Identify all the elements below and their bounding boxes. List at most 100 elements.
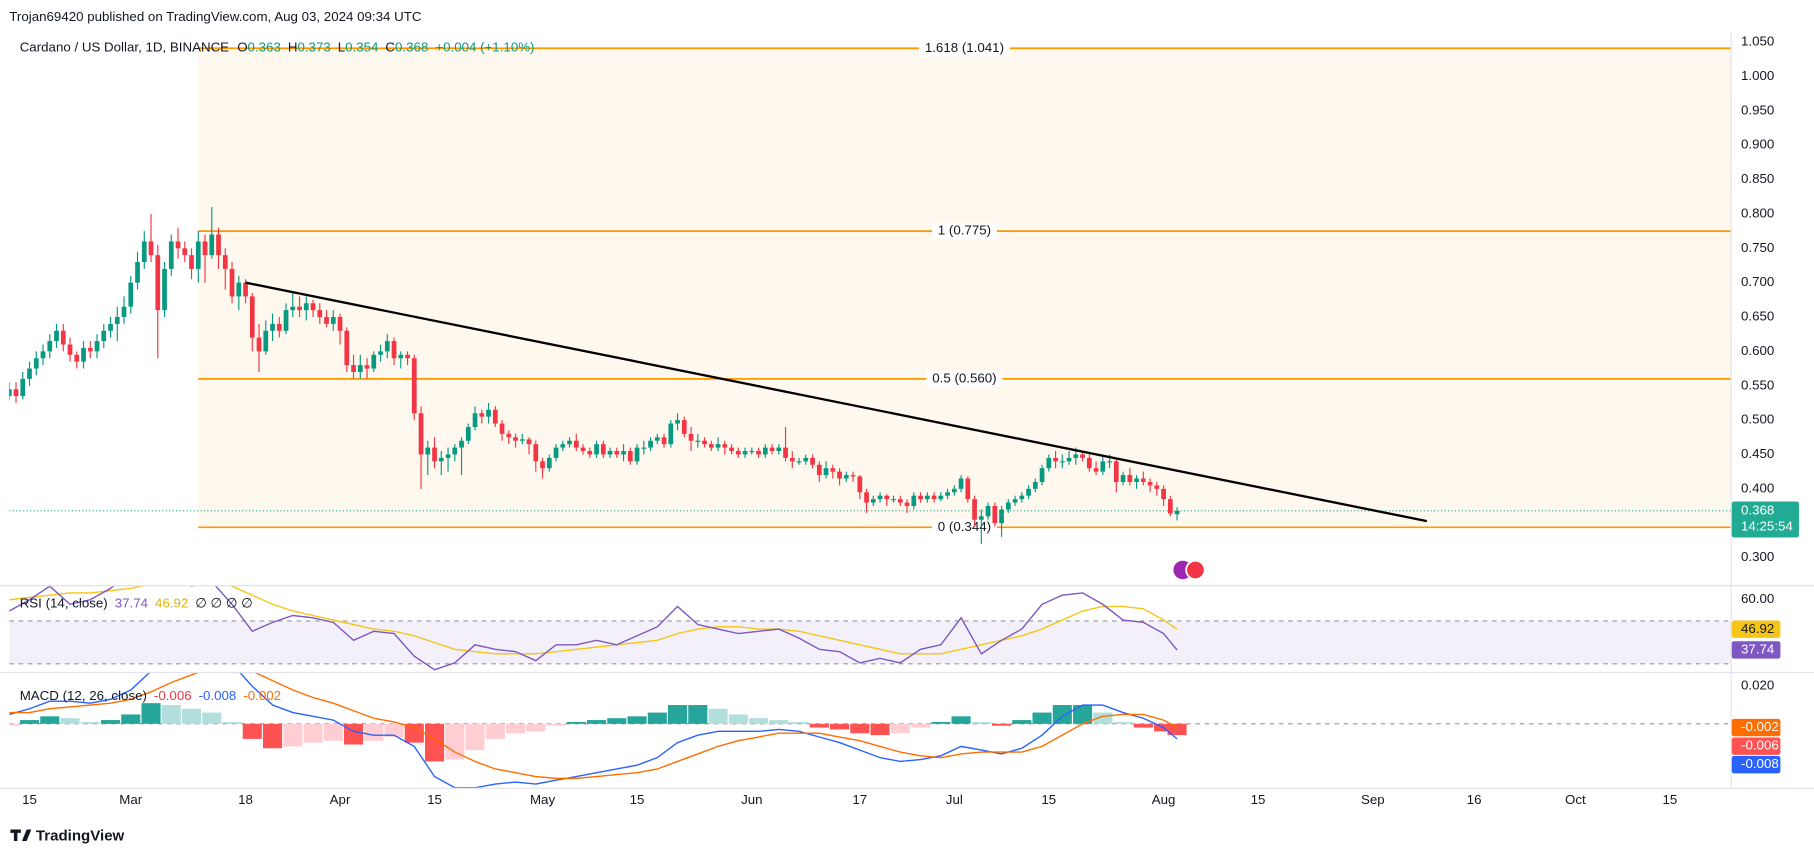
last-price-label: 0.368 [1741, 502, 1774, 517]
candle-body [249, 296, 255, 338]
candle-body [870, 499, 876, 503]
rsi-band [9, 620, 1731, 664]
histogram-bar [526, 723, 546, 732]
rsi-ma-value: 46.92 [155, 595, 188, 610]
news-icon [1173, 559, 1206, 581]
fib-label-bg [919, 40, 1010, 57]
candle-body [843, 475, 849, 479]
candle-body [384, 341, 390, 352]
rsi-ma-box [1731, 620, 1781, 638]
candle-body [789, 457, 795, 462]
candle-body [128, 282, 134, 307]
candle-body [587, 451, 593, 455]
histogram-bar [769, 720, 789, 724]
candle-body [776, 447, 782, 452]
candle-body [411, 358, 417, 414]
macd-tick-label: 0.020 [1741, 678, 1774, 693]
histogram-bar [708, 708, 728, 724]
candle-body [1161, 488, 1166, 500]
signal-line [9, 673, 1178, 780]
rsi-line [9, 586, 1178, 671]
candle-body [310, 303, 316, 311]
histogram-bar [1113, 721, 1133, 724]
candle-body [47, 341, 53, 352]
candle-body [688, 433, 694, 441]
histogram-bar [1167, 723, 1187, 736]
candle-body [546, 457, 552, 469]
candle-body [945, 492, 950, 496]
candle-body [729, 447, 734, 452]
histogram-bar [789, 721, 809, 724]
rsi-box [1731, 641, 1781, 659]
candle-body [418, 413, 424, 455]
candle-body [816, 464, 822, 476]
candle-body [1167, 499, 1173, 514]
x-tick-label: Jun [741, 792, 762, 807]
histogram-bar [323, 723, 343, 741]
histogram-bar [627, 716, 647, 724]
histogram-bar [1032, 712, 1052, 724]
candle-body [513, 437, 518, 441]
candle-body [1046, 457, 1052, 469]
y-tick-label: 0.400 [1741, 480, 1774, 495]
candle-body [695, 440, 701, 442]
rsi-value: 37.74 [115, 595, 149, 610]
candle-body [924, 495, 930, 500]
candle-body [472, 413, 478, 427]
candle-body [121, 306, 127, 318]
histogram-box [1731, 737, 1781, 755]
candle-body [60, 330, 66, 345]
candle-body [297, 306, 302, 311]
x-tick-label: 15 [1251, 792, 1266, 807]
candle-body [452, 447, 458, 455]
candle-body [270, 323, 275, 331]
x-tick-label: Sep [1361, 792, 1385, 807]
candle-body [911, 495, 917, 507]
histogram-bar [850, 723, 870, 734]
candle-body [438, 457, 444, 462]
candle-body [661, 437, 667, 445]
y-tick-label: 0.450 [1741, 446, 1774, 461]
histogram-bar [1133, 723, 1153, 728]
y-tick-label: 0.850 [1741, 171, 1774, 186]
histogram-bar [688, 705, 708, 724]
rsi-ma-line [9, 586, 1178, 655]
ohlc-key: H [288, 39, 298, 54]
candle-body [425, 447, 431, 455]
candle-body [1154, 485, 1160, 489]
histogram-bar [1052, 705, 1072, 724]
histogram-bar [870, 723, 890, 736]
histogram-bar [283, 723, 303, 747]
y-tick-label: 0.700 [1741, 274, 1774, 289]
histogram-bar [890, 723, 910, 734]
candle-body [600, 444, 606, 455]
histogram-bar [992, 723, 1012, 726]
x-tick-label: Apr [330, 792, 351, 807]
candle-body [94, 341, 100, 352]
candle-body [992, 506, 998, 524]
histogram-bar [303, 723, 323, 743]
candle-body [135, 262, 140, 283]
histogram-bar [121, 714, 141, 724]
candle-body [796, 461, 802, 463]
ohlc-value: 0.368 [395, 39, 428, 54]
signal-value: -0.002 [243, 688, 281, 703]
x-tick-label: 17 [852, 792, 867, 807]
candle-body [1073, 454, 1079, 458]
candle-body [283, 310, 289, 331]
candle-body [256, 337, 262, 352]
candle-body [999, 509, 1004, 524]
candle-body [857, 476, 863, 493]
histogram-bar [262, 723, 283, 749]
ohlc-value: 0.354 [345, 39, 379, 54]
histogram-bar [9, 723, 19, 726]
candle-body [479, 413, 485, 417]
histogram-bar [161, 705, 181, 724]
candle-body [432, 447, 437, 462]
histogram-bar [1012, 720, 1032, 724]
candle-body [1053, 457, 1058, 462]
histogram-bar [445, 723, 465, 760]
candle-body [114, 317, 120, 324]
footer-logo [10, 829, 32, 842]
